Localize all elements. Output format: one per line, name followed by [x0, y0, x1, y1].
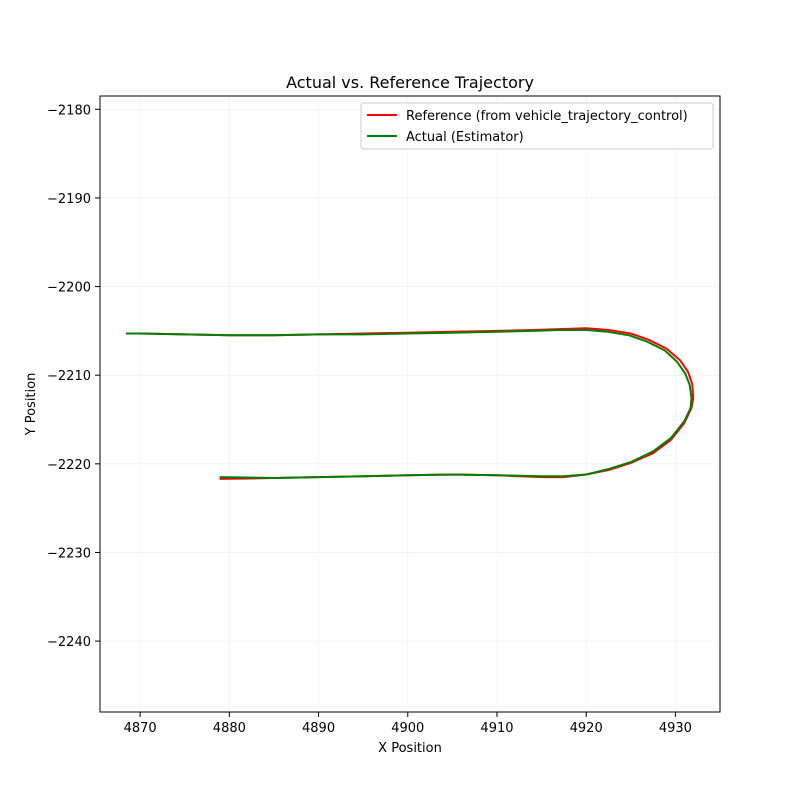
- x-axis-label: X Position: [378, 741, 442, 756]
- legend-label-actual: Actual (Estimator): [406, 130, 524, 145]
- x-tick-label: 4930: [659, 721, 692, 736]
- series-layer: [125, 327, 695, 480]
- x-tick-label: 4880: [213, 721, 246, 736]
- plot-frame: [99, 95, 721, 713]
- y-axis-ticks: −2180 −2190 −2200 −2210 −2220 −2230 −2240: [47, 103, 100, 650]
- x-tick-label: 4920: [570, 721, 603, 736]
- y-tick-label: −2210: [47, 369, 91, 384]
- legend-label-reference: Reference (from vehicle_trajectory_contr…: [406, 109, 688, 124]
- x-axis-ticks: 4870 4880 4890 4900 4910 4920 4930: [124, 712, 692, 736]
- legend-box: [360, 102, 714, 150]
- y-tick-label: −2230: [47, 546, 91, 561]
- chart-title: Actual vs. Reference Trajectory: [286, 73, 534, 92]
- x-tick-label: 4870: [124, 721, 157, 736]
- y-tick-label: −2200: [47, 281, 91, 296]
- series-line-actual: [125, 329, 693, 479]
- y-tick-label: −2190: [47, 192, 91, 207]
- y-tick-label: −2220: [47, 458, 91, 473]
- grid: [100, 96, 720, 712]
- x-tick-label: 4910: [480, 721, 513, 736]
- series-line-reference: [125, 327, 695, 480]
- y-axis-label: Y Position: [24, 373, 39, 437]
- x-tick-label: 4900: [391, 721, 424, 736]
- legend: Reference (from vehicle_trajectory_contr…: [360, 102, 714, 150]
- x-tick-label: 4890: [302, 721, 335, 736]
- y-tick-label: −2240: [47, 635, 91, 650]
- y-tick-label: −2180: [47, 103, 91, 118]
